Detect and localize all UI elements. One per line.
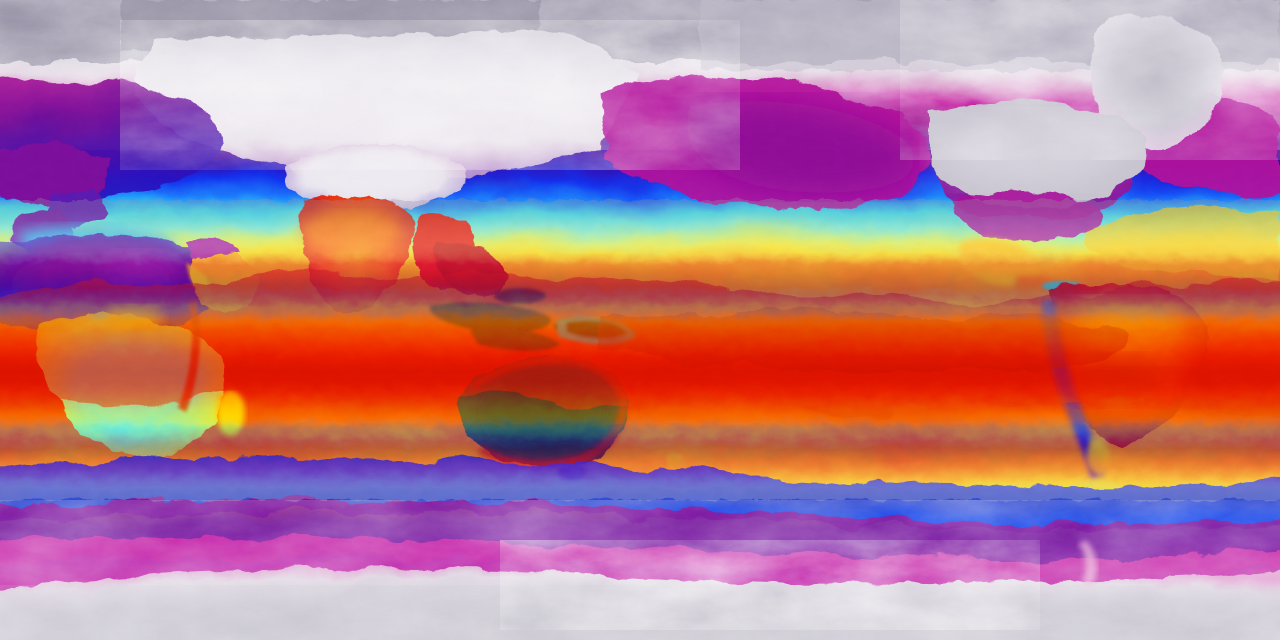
global-temperature-visualization: Global Surface Temperature Map Surface t…: [0, 0, 1280, 640]
world-temperature-heatmap: [0, 0, 1280, 640]
sensor-noise-texture: [0, 0, 1280, 640]
